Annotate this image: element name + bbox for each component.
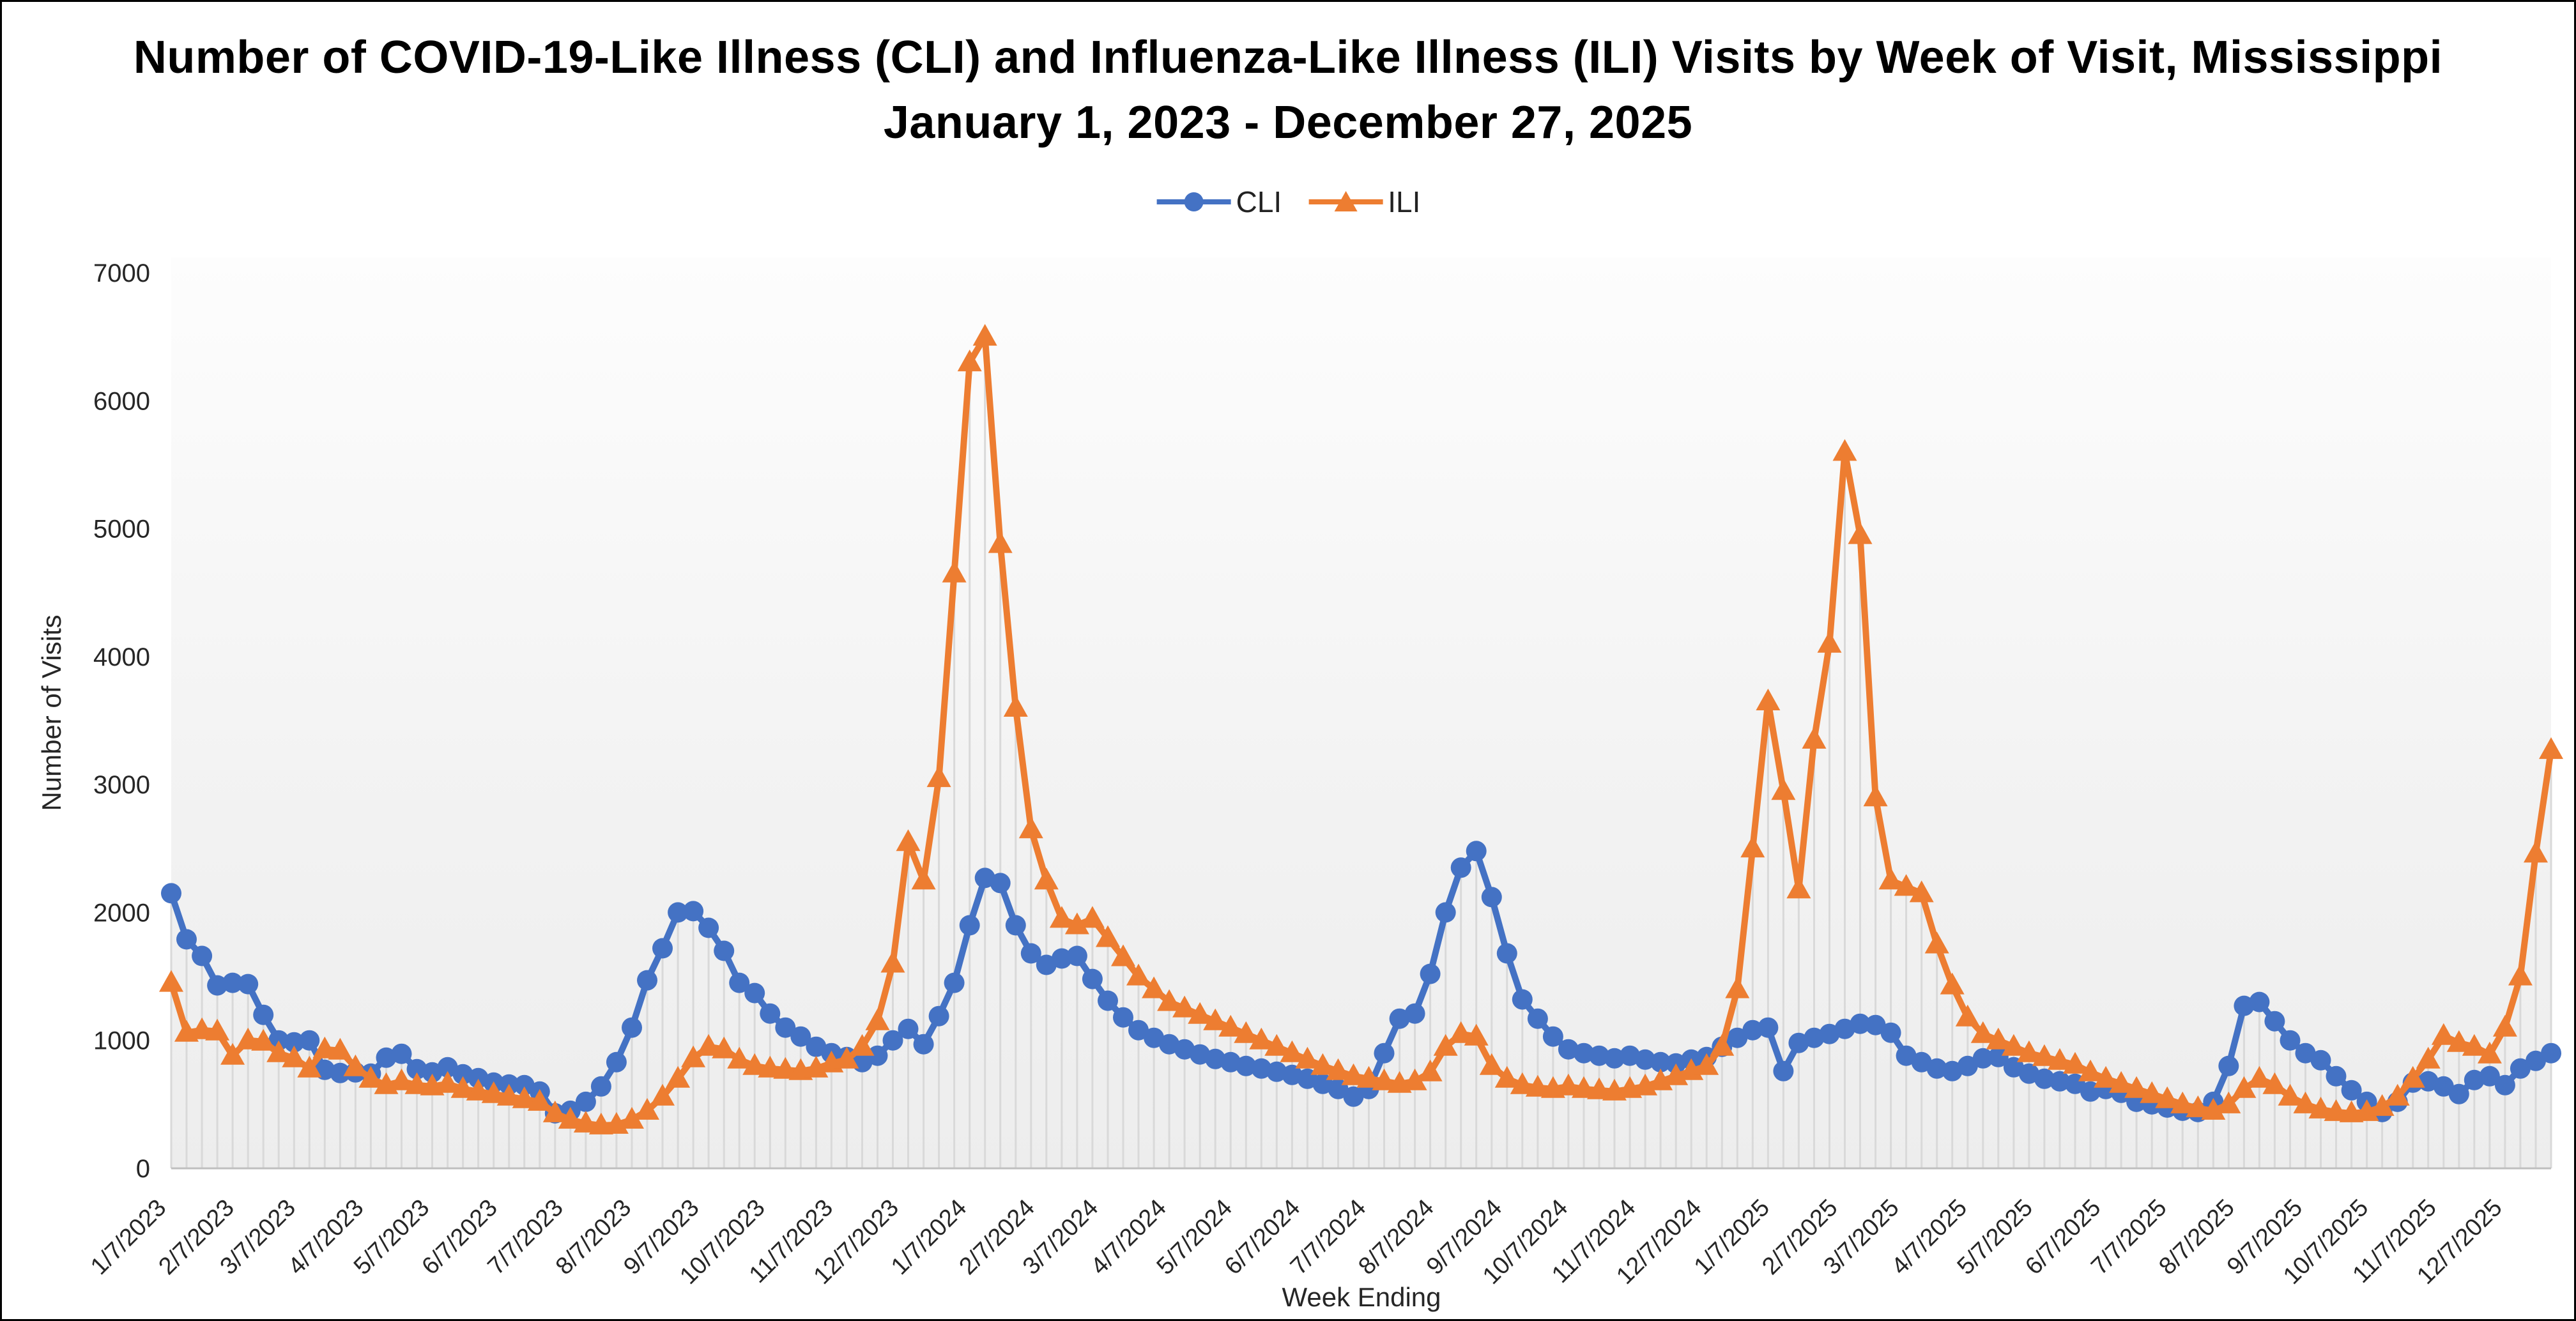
svg-text:8/7/2023: 8/7/2023 (551, 1195, 636, 1280)
legend-item-ili: ILI (1307, 185, 1420, 219)
svg-text:2000: 2000 (93, 899, 150, 927)
legend-label-ili: ILI (1388, 185, 1421, 218)
svg-text:8/7/2025: 8/7/2025 (2154, 1195, 2239, 1280)
svg-text:3000: 3000 (93, 771, 150, 799)
series-ili (159, 324, 2563, 1134)
svg-text:1000: 1000 (93, 1027, 150, 1055)
svg-text:1/7/2023: 1/7/2023 (86, 1195, 171, 1280)
ili-triangle-marker-icon (1307, 189, 1384, 215)
svg-text:1/7/2024: 1/7/2024 (886, 1195, 972, 1280)
legend: CLI ILI (1156, 185, 1420, 219)
legend-item-cli: CLI (1156, 185, 1282, 219)
legend-label-cli: CLI (1236, 185, 1282, 218)
y-axis-title: Number of Visits (36, 615, 66, 811)
svg-text:4000: 4000 (93, 643, 150, 671)
x-axis-title: Week Ending (1282, 1282, 1441, 1312)
svg-text:0: 0 (136, 1155, 150, 1183)
svg-text:1/7/2025: 1/7/2025 (1689, 1195, 1775, 1280)
svg-text:6000: 6000 (93, 387, 150, 415)
svg-text:5000: 5000 (93, 515, 150, 544)
svg-text:7000: 7000 (93, 259, 150, 287)
x-axis-labels: 1/7/20232/7/20233/7/20234/7/20235/7/2023… (86, 1195, 2508, 1290)
y-axis-labels: 0 1000 2000 3000 4000 5000 6000 7000 (93, 259, 150, 1183)
chart-title: Number of COVID-19-Like Illness (CLI) an… (133, 32, 2443, 149)
cli-circle-marker-icon (1156, 189, 1232, 215)
svg-text:8/7/2024: 8/7/2024 (1353, 1195, 1439, 1280)
plot-background (171, 257, 2551, 1168)
